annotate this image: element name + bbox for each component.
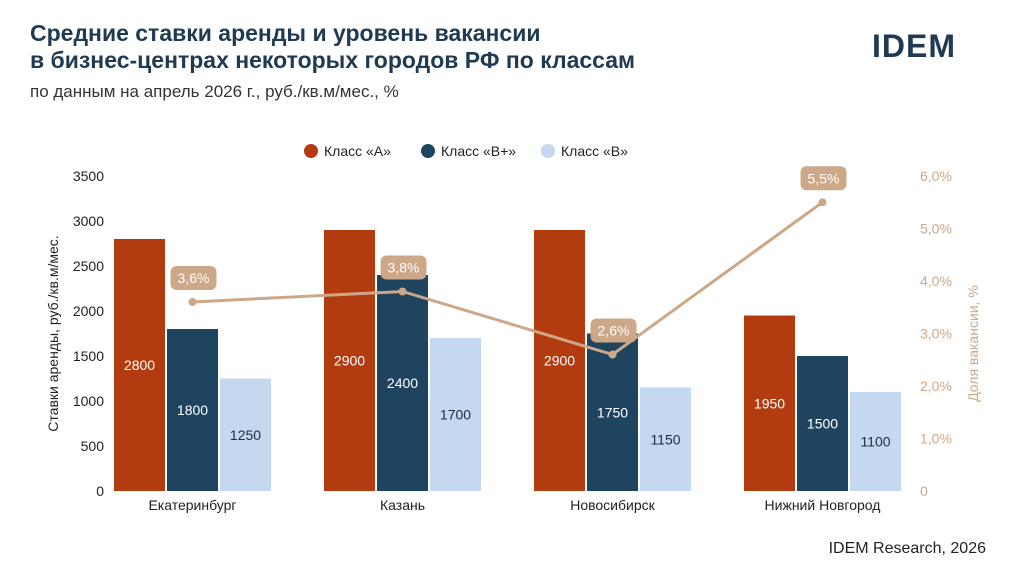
bar-value-label: 2900 <box>334 353 365 369</box>
vacancy-label-box <box>800 166 847 191</box>
bar-value-label: 1950 <box>754 395 785 411</box>
chart-subtitle: по данным на апрель 2026 г., руб./кв.м/м… <box>30 82 399 101</box>
y-tick-label: 1000 <box>73 393 104 409</box>
bar-value-label: 1150 <box>650 431 680 447</box>
vacancy-value-label: 3,6% <box>178 270 210 286</box>
y-right-axis-title: Доля вакансии, % <box>965 285 981 402</box>
bar-value-label: 1800 <box>177 402 208 418</box>
bar <box>534 230 585 491</box>
y-tick-label: 500 <box>81 438 105 454</box>
y-tick-label: 0 <box>96 483 104 499</box>
bar-value-label: 1500 <box>807 416 838 432</box>
bar-value-label: 1250 <box>230 427 261 443</box>
bar <box>114 239 165 491</box>
vacancy-line <box>192 201 824 357</box>
y-tick-label: 1500 <box>73 348 104 364</box>
y-right-tick-label: 6,0% <box>920 168 952 184</box>
vacancy-point <box>818 198 827 207</box>
y-right-tick-label: 1,0% <box>920 431 952 447</box>
bar <box>587 333 638 491</box>
x-category-label: Казань <box>380 497 425 513</box>
y-right-tick-label: 0 <box>920 483 928 499</box>
vacancy-point <box>188 298 197 306</box>
bar <box>324 230 375 491</box>
idem-logo: IDEM <box>872 28 956 64</box>
vacancy-value-label: 3,8% <box>388 260 420 276</box>
legend-marker <box>304 144 318 158</box>
x-category-label: Новосибирск <box>570 497 655 513</box>
legend-label: Класс «В+» <box>441 143 516 159</box>
chart-title: Средние ставки аренды и уровень вакансии… <box>30 20 830 74</box>
bar-value-label: 1750 <box>597 404 628 420</box>
y-tick-label: 2000 <box>73 303 104 319</box>
x-category-label: Нижний Новгород <box>765 497 881 513</box>
y-right-tick-label: 3,0% <box>920 326 952 342</box>
bar-value-label: 2900 <box>544 353 575 369</box>
vacancy-label-box <box>380 255 427 280</box>
vacancy-value-label: 2,6% <box>598 323 630 339</box>
title-line-2: в бизнес-центрах некоторых городов РФ по… <box>30 47 636 73</box>
bar <box>430 338 481 491</box>
y-right-tick-label: 4,0% <box>920 273 952 289</box>
bar <box>220 378 271 491</box>
bar <box>167 329 218 491</box>
bar <box>797 356 848 491</box>
bar <box>744 315 795 491</box>
legend-marker <box>541 144 555 158</box>
bar-value-label: 1100 <box>860 434 890 450</box>
legend-label: Класс «В» <box>561 143 628 159</box>
y-tick-label: 3000 <box>73 213 104 229</box>
y-right-tick-label: 5,0% <box>920 221 952 237</box>
title-line-1: Средние ставки аренды и уровень вакансии <box>30 20 541 46</box>
y-axis-title: Ставки аренды, руб./кв.м/мес. <box>45 235 61 431</box>
legend-marker <box>421 144 435 158</box>
y-tick-label: 2500 <box>73 258 104 274</box>
bar-value-label: 2800 <box>124 357 155 373</box>
legend-label: Класс «А» <box>324 143 391 159</box>
bar <box>850 392 901 491</box>
bar <box>640 387 691 491</box>
y-right-tick-label: 2,0% <box>920 378 952 394</box>
vacancy-point <box>608 350 617 359</box>
x-category-label: Екатеринбург <box>148 497 236 513</box>
vacancy-point <box>398 287 407 296</box>
y-tick-label: 3500 <box>73 168 104 184</box>
bar <box>377 275 428 491</box>
vacancy-value-label: 5,5% <box>808 170 840 186</box>
source-note: IDEM Research, 2026 <box>828 540 986 557</box>
vacancy-label-box <box>590 318 637 343</box>
bar-value-label: 1700 <box>440 407 471 423</box>
bar-value-label: 2400 <box>387 375 418 391</box>
vacancy-label-box <box>170 266 217 290</box>
